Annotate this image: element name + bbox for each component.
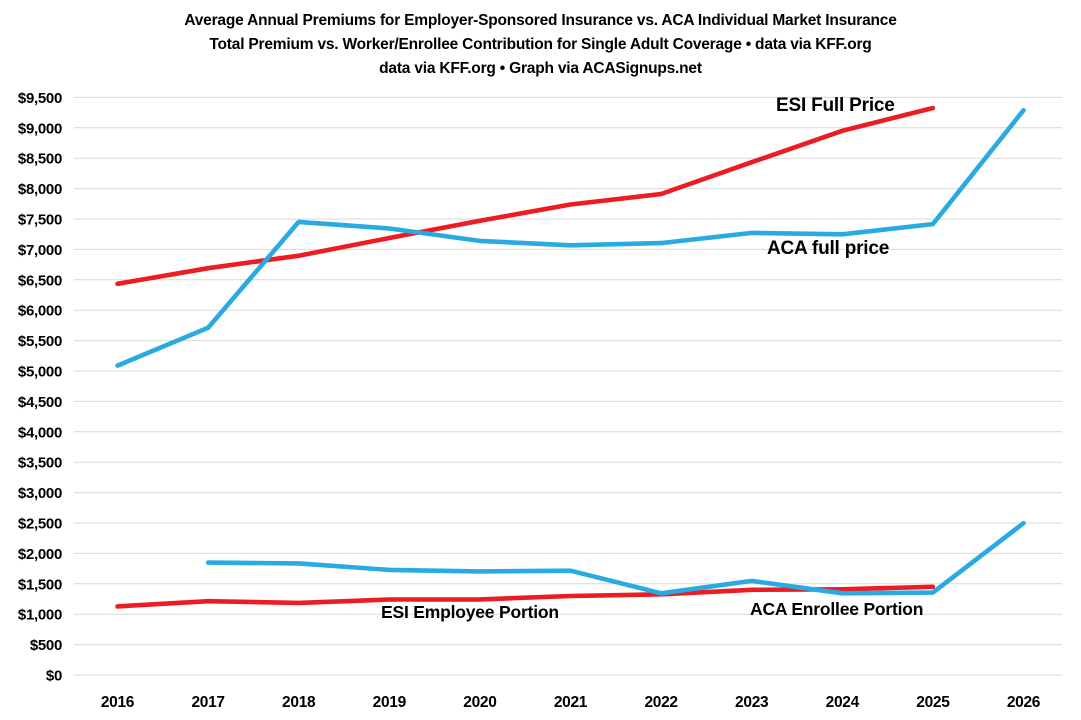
y-tick-label: $4,000 (18, 424, 62, 441)
x-tick-label: 2020 (463, 694, 496, 711)
y-tick-label: $3,500 (18, 455, 62, 472)
y-tick-label: $9,500 (18, 90, 62, 107)
y-tick-label: $6,000 (18, 303, 62, 320)
x-tick-label: 2021 (554, 694, 588, 711)
y-tick-label: $0 (46, 668, 62, 685)
chart-title-line2: Total Premium vs. Worker/Enrollee Contri… (209, 36, 872, 53)
x-tick-label: 2026 (1007, 694, 1041, 711)
chart-title-line3: data via KFF.org • Graph via ACASignups.… (379, 60, 702, 77)
y-tick-label: $500 (30, 637, 62, 654)
chart-title: Average Annual Premiums for Employer-Spo… (0, 9, 1081, 81)
x-tick-label: 2017 (191, 694, 224, 711)
y-tick-label: $6,500 (18, 272, 62, 289)
y-tick-label: $5,500 (18, 333, 62, 350)
y-tick-label: $2,000 (18, 546, 62, 563)
x-tick-label: 2023 (735, 694, 769, 711)
y-tick-label: $7,000 (18, 242, 62, 259)
y-tick-label: $2,500 (18, 516, 62, 533)
series-label-aca-enrollee-portion: ACA Enrollee Portion (750, 599, 924, 619)
series-label-esi-employee-portion: ESI Employee Portion (381, 602, 559, 622)
chart-title-line1: Average Annual Premiums for Employer-Spo… (184, 12, 897, 29)
y-tick-label: $3,000 (18, 485, 62, 502)
x-tick-label: 2025 (916, 694, 950, 711)
y-tick-label: $8,000 (18, 181, 62, 198)
series-label-aca-full-price: ACA full price (767, 238, 890, 259)
y-tick-label: $7,500 (18, 212, 62, 229)
series-line-esi-full-price (115, 105, 936, 287)
x-tick-label: 2022 (644, 694, 677, 711)
y-tick-label: $1,500 (18, 576, 62, 593)
x-tick-label: 2018 (282, 694, 316, 711)
y-tick-label: $5,000 (18, 364, 62, 381)
x-tick-label: 2024 (826, 694, 860, 711)
x-tick-label: 2019 (373, 694, 407, 711)
series-line-aca-enrollee-portion (205, 520, 1026, 596)
x-tick-label: 2016 (101, 694, 135, 711)
y-tick-label: $4,500 (18, 394, 62, 411)
series-line-esi-employee-portion (115, 584, 936, 609)
series-label-esi-full-price: ESI Full Price (776, 95, 895, 116)
series-line-aca-full-price (115, 108, 1026, 368)
y-tick-label: $9,000 (18, 120, 62, 137)
y-tick-label: $8,500 (18, 151, 62, 168)
y-tick-label: $1,000 (18, 607, 62, 624)
